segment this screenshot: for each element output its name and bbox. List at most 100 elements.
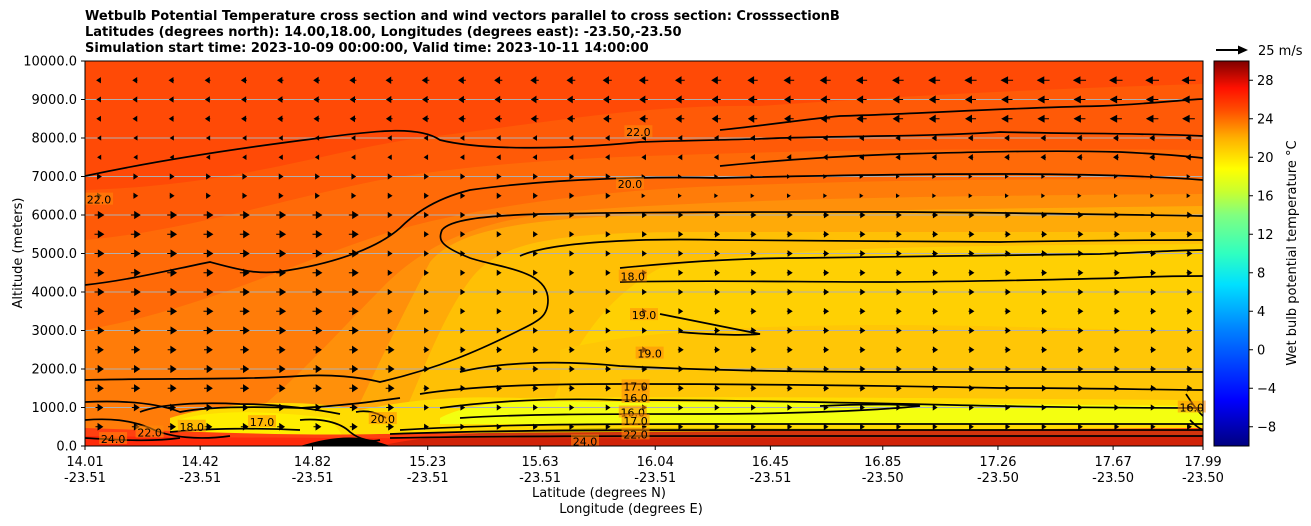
wind-vector (167, 326, 178, 335)
wind-vector (315, 192, 320, 199)
colorbar-tick-label: −4 (1257, 382, 1276, 397)
colorbar-tick-label: 12 (1257, 228, 1274, 243)
wind-vector (566, 95, 575, 104)
wind-vector (169, 154, 174, 160)
wind-vector (714, 404, 720, 411)
wind-vector (1113, 346, 1120, 354)
x-tick-label-lon: -23.51 (407, 471, 449, 486)
wind-vector (459, 154, 465, 161)
wind-vector (424, 231, 429, 238)
wind-vector (94, 268, 105, 277)
wind-vector (931, 154, 937, 161)
wind-vector (133, 173, 139, 180)
wind-vector (348, 268, 359, 277)
wind-vector (569, 404, 575, 411)
wind-vector (533, 231, 538, 238)
wind-vector (750, 346, 757, 354)
wind-vector (569, 288, 575, 296)
wind-vector (277, 422, 286, 431)
wind-vector (387, 211, 393, 219)
wind-vector (167, 268, 178, 277)
wind-vector (1185, 134, 1192, 142)
wind-vector (532, 365, 539, 373)
wind-vector (421, 76, 430, 85)
x-tick-label-lat: 14.42 (182, 455, 219, 470)
wind-vector (892, 76, 904, 85)
wind-vector (313, 345, 322, 354)
wind-vector (459, 365, 466, 373)
wind-vector (424, 250, 429, 257)
wind-vector (424, 269, 429, 276)
wind-vector (1041, 307, 1048, 315)
wind-vector (859, 269, 866, 277)
wind-vector (278, 135, 283, 141)
wind-vector (1182, 114, 1195, 123)
wind-vector (349, 384, 359, 393)
wind-vector (423, 384, 430, 392)
wind-vector (349, 115, 357, 123)
wind-vector (678, 231, 684, 238)
wind-vector (1077, 307, 1084, 315)
wind-vector (387, 154, 392, 161)
contour-label: 17.0 (247, 415, 276, 429)
contour-label-text: 22.0 (626, 126, 651, 139)
wind-vector (203, 287, 214, 297)
wind-vector (385, 345, 395, 354)
wind-vector (460, 308, 466, 315)
contour-label-bg (618, 269, 647, 282)
contour-label-bg (247, 415, 276, 428)
wind-vector (130, 268, 141, 277)
wind-vector (750, 307, 757, 315)
wind-vector (605, 250, 611, 257)
quiver-key: 25 m/s (1216, 44, 1303, 59)
wind-vector (276, 287, 287, 297)
wind-vector (786, 365, 793, 373)
contour-label-text: 17.0 (250, 416, 275, 429)
wind-vector (1077, 365, 1084, 373)
wind-vector (786, 346, 793, 354)
wind-vector (714, 250, 721, 257)
wind-vector (242, 135, 247, 141)
x-tick-label-lon: -23.51 (292, 471, 334, 486)
wind-vector (751, 404, 756, 411)
wind-vector (750, 193, 755, 199)
x-tick-label-lat: 14.82 (294, 455, 331, 470)
wind-vector (132, 77, 138, 84)
wind-vector (94, 307, 105, 316)
wind-vector (239, 210, 250, 220)
wind-vector (642, 327, 647, 334)
wind-vector (459, 135, 465, 141)
wind-vector (203, 249, 214, 258)
wind-vector (496, 346, 503, 354)
wind-vector (786, 288, 793, 296)
y-axis: 0.0 1000.0 2000.0 3000.0 4000.0 5000.0 6000.0 7… (23, 55, 85, 455)
wind-vector (859, 365, 866, 373)
wind-vector (786, 269, 793, 277)
wind-vector (569, 423, 575, 430)
contour-label-text: 18.0 (621, 271, 646, 284)
wind-vector (747, 114, 758, 123)
wind-vector (1004, 193, 1009, 199)
wind-vector (967, 154, 974, 161)
wind-vector (932, 250, 939, 257)
wind-vector (678, 211, 684, 219)
wind-vector (130, 210, 141, 220)
wind-vector (386, 422, 395, 431)
wind-vector (313, 384, 322, 393)
contour-label: 17.0 (621, 413, 650, 428)
wind-vector (1036, 76, 1050, 85)
wind-vector (605, 404, 611, 411)
wind-vector (348, 287, 359, 297)
wind-vector (967, 134, 974, 142)
wind-vector (968, 288, 975, 296)
wind-vector (1113, 269, 1120, 277)
y-tick-label: 2000.0 (32, 363, 78, 378)
contour-label-text: 20.0 (618, 178, 643, 191)
wind-vector (642, 211, 647, 219)
contour-label: 19.0 (630, 308, 658, 322)
wind-vector (750, 211, 757, 219)
wind-vector (895, 327, 902, 334)
wind-vector (751, 423, 756, 430)
wind-vector (168, 115, 174, 122)
wind-vector (460, 211, 466, 219)
